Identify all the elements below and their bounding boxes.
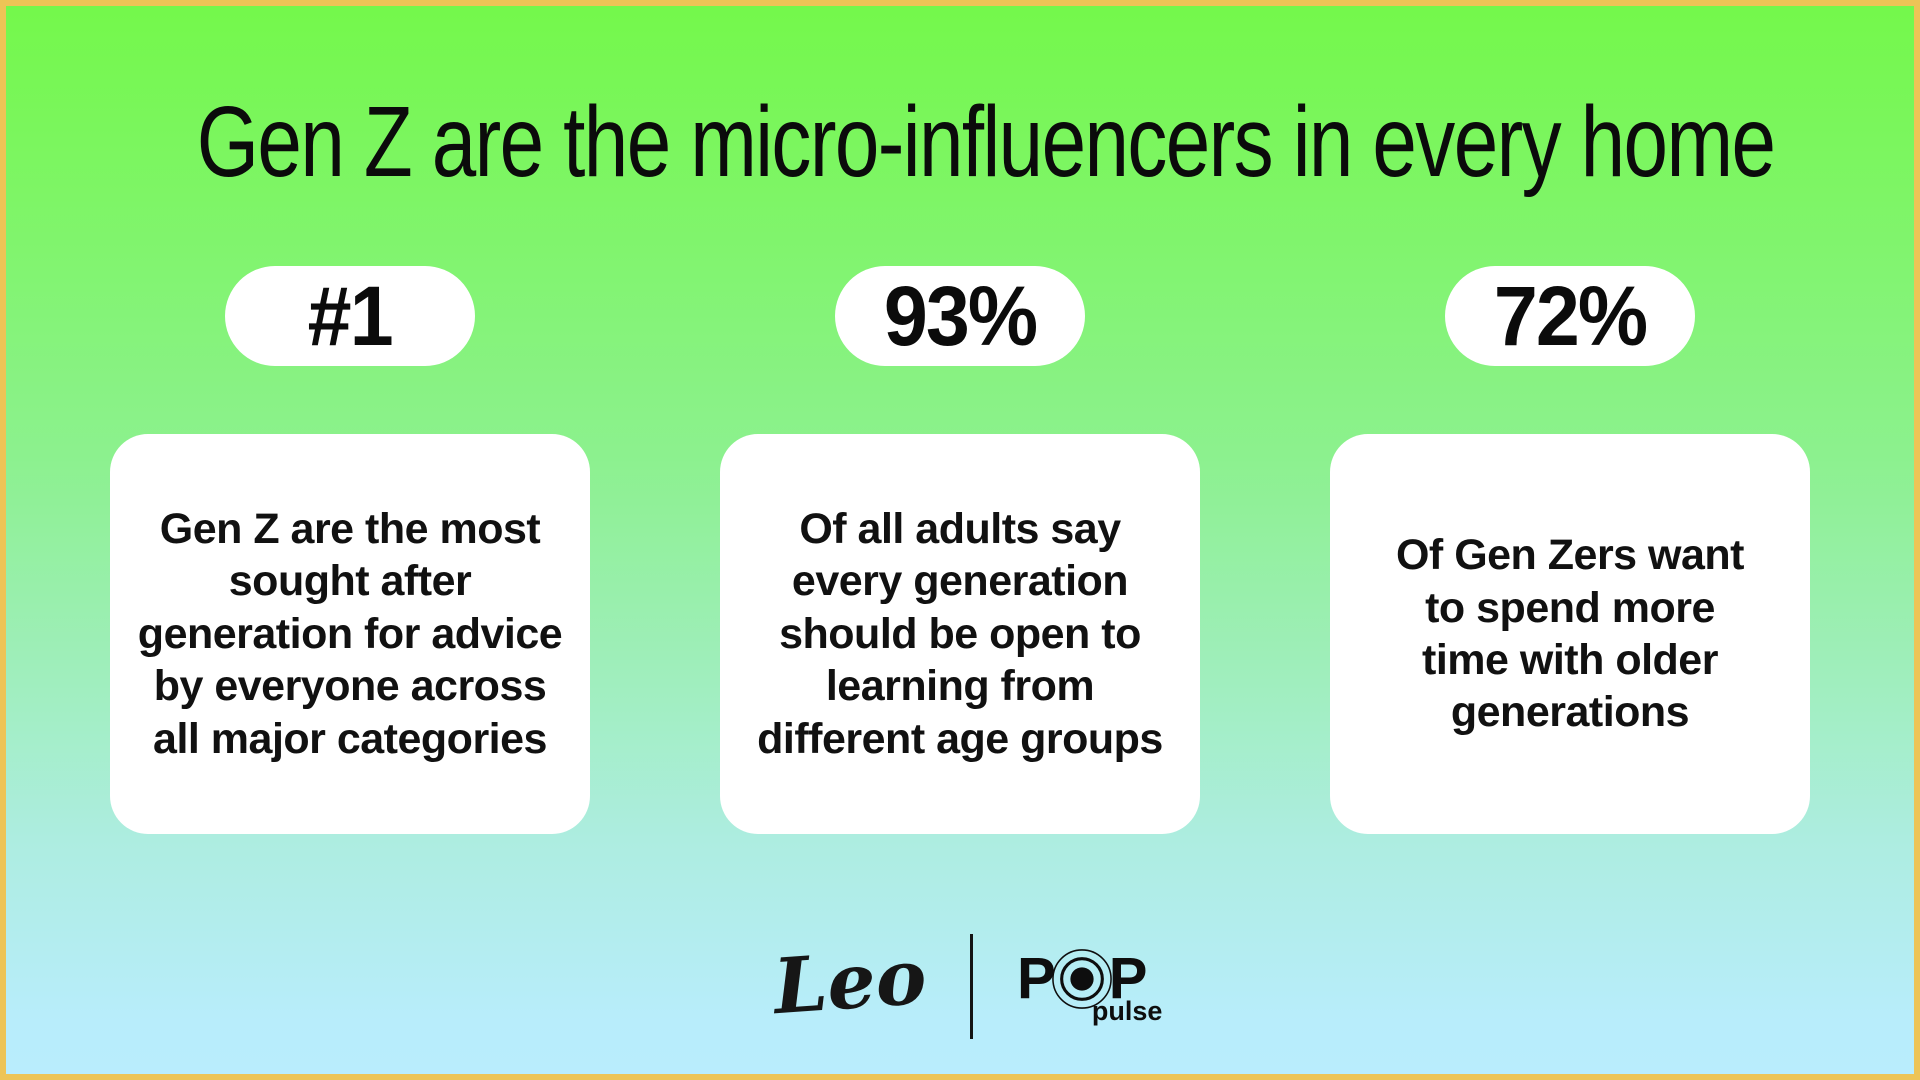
stat-card-1: Gen Z are the most sought after generati… — [110, 434, 590, 834]
footer-logos: Leo P P pulse — [6, 932, 1914, 1040]
stat-badge-3: 72% — [1445, 266, 1695, 366]
stat-badge-2: 93% — [835, 266, 1085, 366]
pulse-bullseye-icon — [1051, 948, 1112, 1009]
stat-badge-1: #1 — [225, 266, 475, 366]
stat-card-3: Of Gen Zers want to spend more time with… — [1330, 434, 1810, 834]
pop-pulse-logo: P P pulse — [1017, 945, 1162, 1037]
logo-divider — [970, 933, 974, 1039]
stat-column-3: 72% Of Gen Zers want to spend more time … — [1330, 266, 1810, 834]
pop-wordmark: P P — [1017, 945, 1148, 1011]
page-title: Gen Z are the micro-influencers in every… — [196, 86, 1776, 198]
stat-badge-1-value: #1 — [307, 268, 394, 363]
stat-description-1: Gen Z are the most sought after generati… — [137, 504, 563, 763]
pop-letter-p1: P — [1017, 945, 1056, 1011]
stat-column-2: 93% Of all adults say every generation s… — [720, 266, 1200, 834]
leo-logo: Leo — [770, 931, 929, 1032]
stat-description-3: Of Gen Zers want to spend more time with… — [1395, 531, 1745, 737]
stat-description-2: Of all adults say every generation shoul… — [757, 504, 1163, 763]
pop-letter-p2: P — [1108, 945, 1148, 1011]
stat-badge-2-value: 93% — [883, 268, 1038, 363]
stats-row: #1 Gen Z are the most sought after gener… — [6, 266, 1914, 834]
stat-card-2: Of all adults say every generation shoul… — [720, 434, 1200, 834]
stat-badge-3-value: 72% — [1493, 268, 1648, 363]
stat-column-1: #1 Gen Z are the most sought after gener… — [110, 266, 590, 834]
pulse-label: pulse — [1091, 995, 1163, 1026]
